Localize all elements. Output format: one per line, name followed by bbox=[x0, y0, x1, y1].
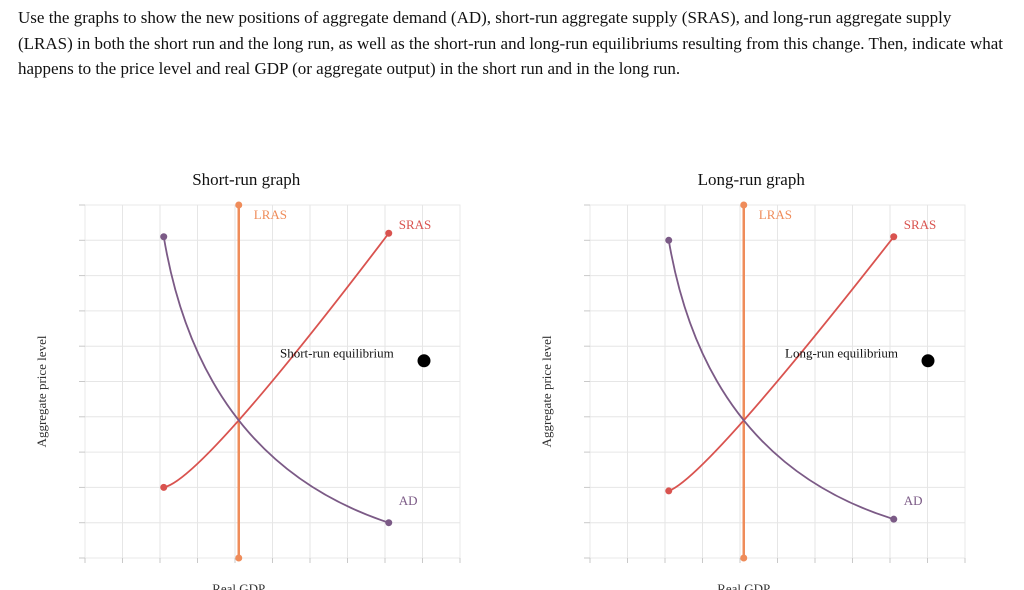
short-run-ad-label: AD bbox=[399, 493, 418, 508]
short-run-sras-handle-2[interactable] bbox=[385, 229, 393, 237]
long-run-ad-handle-2[interactable] bbox=[890, 515, 898, 523]
long-run-y-axis-label: Aggregate price level bbox=[539, 335, 554, 447]
short-run-ad-handle-1[interactable] bbox=[160, 233, 168, 241]
long-run-sras-handle-2[interactable] bbox=[890, 233, 898, 241]
short-run-y-axis-label: Aggregate price level bbox=[34, 335, 49, 447]
long-run-lras-handle-1[interactable] bbox=[740, 201, 748, 209]
short-run-sras-handle-1[interactable] bbox=[160, 483, 168, 491]
short-run-sras-label: SRAS bbox=[399, 217, 432, 232]
long-run-equilibrium-label: Long-run equilibrium bbox=[785, 345, 898, 360]
short-run-title: Short-run graph bbox=[192, 170, 301, 189]
long-run-ad-handle-1[interactable] bbox=[665, 236, 673, 244]
long-run-ad-curve[interactable] bbox=[667, 240, 895, 521]
long-run-sras-handle-1[interactable] bbox=[665, 487, 673, 495]
short-run-graph[interactable]: Short-run graph Aggregate price level Real… bbox=[30, 160, 490, 590]
short-run-equilibrium-point[interactable] bbox=[417, 354, 431, 368]
long-run-title: Long-run graph bbox=[698, 170, 806, 189]
short-run-lras-handle-1[interactable] bbox=[235, 201, 243, 209]
long-run-lras-label: LRAS bbox=[759, 207, 792, 222]
long-run-graph[interactable]: Long-run graph Aggregate price level Real … bbox=[535, 160, 995, 590]
short-run-lras-handle-2[interactable] bbox=[235, 554, 243, 562]
instructions-text: Use the graphs to show the new positions… bbox=[18, 8, 1004, 78]
long-run-ad-label: AD bbox=[904, 493, 923, 508]
long-run-equilibrium-point[interactable] bbox=[921, 354, 935, 368]
long-run-sras-label: SRAS bbox=[904, 217, 937, 232]
long-run-lras-handle-2[interactable] bbox=[740, 554, 748, 562]
long-run-x-axis-label: Real GDP bbox=[717, 581, 770, 590]
short-run-x-axis-label: Real GDP bbox=[212, 581, 265, 590]
short-run-ad-curve[interactable] bbox=[162, 236, 390, 524]
short-run-ad-handle-2[interactable] bbox=[385, 519, 393, 527]
short-run-lras-label: LRAS bbox=[254, 207, 287, 222]
short-run-equilibrium-label: Short-run equilibrium bbox=[280, 345, 394, 360]
